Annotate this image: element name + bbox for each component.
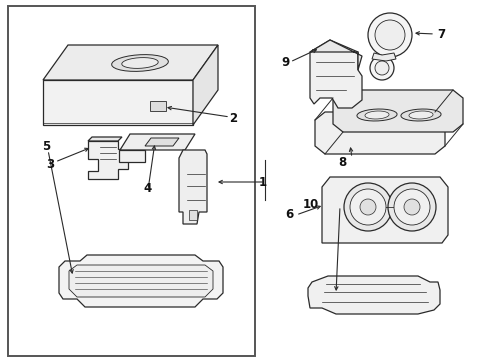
Text: 8: 8	[338, 157, 346, 170]
Circle shape	[360, 199, 376, 215]
Polygon shape	[179, 150, 207, 224]
Text: 10: 10	[303, 198, 319, 211]
Polygon shape	[43, 45, 218, 80]
Polygon shape	[322, 177, 448, 243]
Text: 6: 6	[285, 208, 293, 221]
Circle shape	[344, 183, 392, 231]
Circle shape	[388, 183, 436, 231]
Polygon shape	[357, 109, 397, 121]
Polygon shape	[315, 112, 445, 154]
Polygon shape	[8, 6, 255, 356]
Polygon shape	[401, 109, 441, 121]
Polygon shape	[69, 265, 213, 297]
Circle shape	[368, 13, 412, 57]
Circle shape	[375, 61, 389, 75]
Polygon shape	[310, 40, 362, 70]
Text: 5: 5	[42, 140, 50, 153]
Circle shape	[375, 20, 405, 50]
Polygon shape	[145, 138, 179, 146]
Polygon shape	[120, 134, 195, 150]
Polygon shape	[150, 101, 166, 111]
Polygon shape	[112, 55, 169, 71]
Text: 2: 2	[229, 112, 237, 125]
Circle shape	[394, 189, 430, 225]
Polygon shape	[372, 53, 396, 61]
Circle shape	[404, 199, 420, 215]
Polygon shape	[409, 111, 433, 119]
Polygon shape	[365, 111, 389, 119]
Polygon shape	[189, 210, 197, 220]
Polygon shape	[308, 276, 440, 314]
Polygon shape	[122, 58, 158, 68]
Polygon shape	[59, 255, 223, 307]
Text: 3: 3	[46, 158, 54, 171]
Polygon shape	[119, 150, 145, 162]
Polygon shape	[88, 137, 122, 141]
Text: 9: 9	[281, 55, 289, 68]
Text: 1: 1	[259, 175, 267, 189]
Circle shape	[370, 56, 394, 80]
Text: 7: 7	[437, 27, 445, 40]
Text: 4: 4	[144, 181, 152, 194]
Polygon shape	[310, 40, 362, 108]
Circle shape	[350, 189, 386, 225]
Polygon shape	[43, 80, 193, 125]
Polygon shape	[333, 90, 463, 132]
Polygon shape	[88, 141, 128, 179]
Polygon shape	[193, 45, 218, 125]
